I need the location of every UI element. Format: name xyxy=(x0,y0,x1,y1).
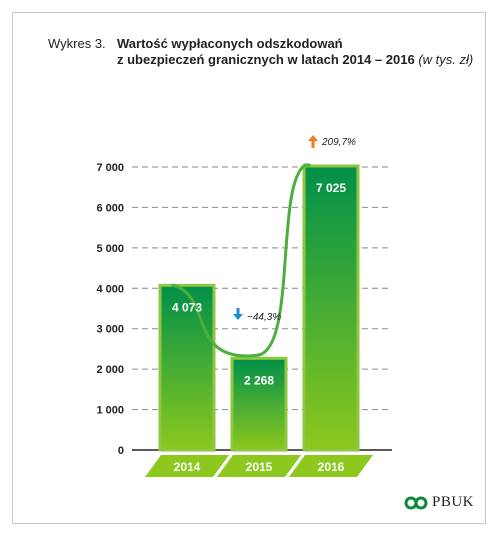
pbuk-logo-icon xyxy=(404,496,428,509)
arrow-down-icon xyxy=(233,314,243,320)
y-tick-label: 3 000 xyxy=(96,324,124,336)
chart-title-line2-text: z ubezpieczeń granicznych w latach 2014 … xyxy=(117,52,415,67)
trend-curve xyxy=(171,163,311,358)
trend-line xyxy=(171,163,311,358)
category-label: 2015 xyxy=(246,460,273,474)
bar xyxy=(230,356,288,452)
arrow-down-shaft xyxy=(236,308,240,314)
bar xyxy=(302,164,360,452)
y-tick-label: 2 000 xyxy=(96,364,124,376)
pbuk-logo-text: PBUK xyxy=(432,494,475,510)
category-band-cell xyxy=(217,455,301,477)
pbuk-logo: PBUK xyxy=(404,494,474,511)
y-tick-label: 6 000 xyxy=(96,202,124,214)
y-tick-label: 1 000 xyxy=(96,405,124,417)
bar-value-label: 2 268 xyxy=(244,373,274,387)
change-annotations: −44,3% 209,7% xyxy=(233,135,356,323)
bar-value-labels: 4 073 2 268 7 025 xyxy=(172,181,346,387)
y-tick-label: 0 xyxy=(118,445,124,457)
y-tick-label: 5 000 xyxy=(96,243,124,255)
bar-value-label: 7 025 xyxy=(316,181,346,195)
category-band-cell xyxy=(145,455,229,477)
category-band-cell xyxy=(289,455,373,477)
y-axis-labels: 0 1 000 2 000 3 000 4 000 5 000 6 000 7 000 xyxy=(96,162,124,457)
category-label: 2014 xyxy=(174,460,201,474)
change-label-2016: 209,7% xyxy=(321,137,356,148)
category-label: 2016 xyxy=(318,460,345,474)
category-band: 2014 2015 2016 xyxy=(145,455,373,477)
chart-title-line2: z ubezpieczeń granicznych w latach 2014 … xyxy=(117,52,473,67)
y-tick-label: 4 000 xyxy=(96,283,124,295)
bars xyxy=(158,164,360,452)
chart-frame xyxy=(12,12,486,524)
change-label-2015: −44,3% xyxy=(247,312,281,323)
arrow-up-icon xyxy=(308,135,318,141)
bar xyxy=(158,283,216,452)
chart-title-line1: Wartość wypłaconych odszkodowań xyxy=(117,36,343,51)
y-tick-label: 7 000 xyxy=(96,162,124,174)
figure-number: Wykres 3. xyxy=(48,36,106,51)
bar-value-label: 4 073 xyxy=(172,300,202,314)
chart-title-unit: (w tys. zł) xyxy=(418,52,474,67)
arrow-up-shaft xyxy=(311,141,315,148)
